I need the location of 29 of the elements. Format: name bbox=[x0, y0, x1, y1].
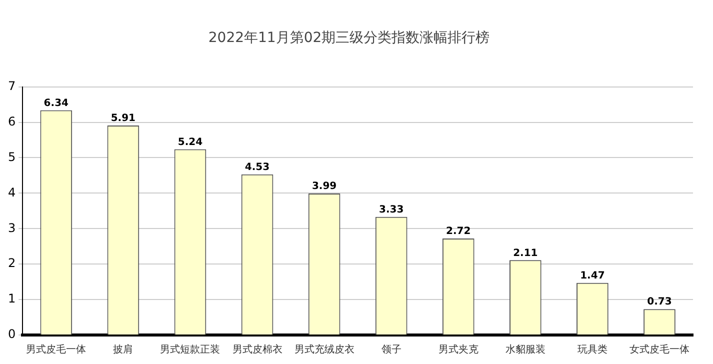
x-tick-label: 女式皮毛一体 bbox=[629, 344, 690, 356]
x-tick-label: 水貂服装 bbox=[505, 344, 546, 356]
data-label: 0.73 bbox=[647, 296, 672, 308]
y-tick-label: 1 bbox=[8, 292, 16, 306]
data-label: 6.34 bbox=[44, 98, 69, 109]
y-tick-label: 4 bbox=[8, 185, 16, 200]
x-tick-label: 披肩 bbox=[113, 344, 134, 356]
x-tick-label: 玩具类 bbox=[577, 344, 608, 356]
data-label: 2.72 bbox=[446, 226, 471, 238]
data-label: 3.33 bbox=[378, 204, 404, 216]
y-tick-label: 7 bbox=[8, 78, 16, 93]
x-tick-label: 男式短款正装 bbox=[160, 344, 220, 356]
data-label: 4.53 bbox=[244, 162, 270, 173]
y-tick-label: 3 bbox=[8, 220, 16, 235]
y-tick-label: 2 bbox=[8, 256, 16, 270]
x-tick-label: 男式充绒皮衣 bbox=[294, 344, 354, 356]
data-label: 1.47 bbox=[580, 270, 605, 282]
x-tick-label: 男式皮毛一体 bbox=[26, 344, 86, 356]
y-tick-label: 0 bbox=[8, 327, 16, 342]
y-tick-label: 5 bbox=[8, 150, 16, 164]
x-tick-label: 领子 bbox=[381, 344, 402, 356]
x-tick-label: 男式皮棉衣 bbox=[232, 344, 282, 356]
data-label: 5.91 bbox=[110, 113, 136, 124]
data-label: 5.24 bbox=[178, 136, 203, 148]
y-tick-label: 6 bbox=[8, 114, 16, 128]
data-label: 2.11 bbox=[513, 248, 538, 259]
data-label: 3.99 bbox=[312, 181, 337, 192]
chart-title: 2022年11月第02期三级分类指数涨幅排行榜 bbox=[208, 30, 490, 46]
x-tick-label: 男式夹克 bbox=[438, 344, 478, 356]
